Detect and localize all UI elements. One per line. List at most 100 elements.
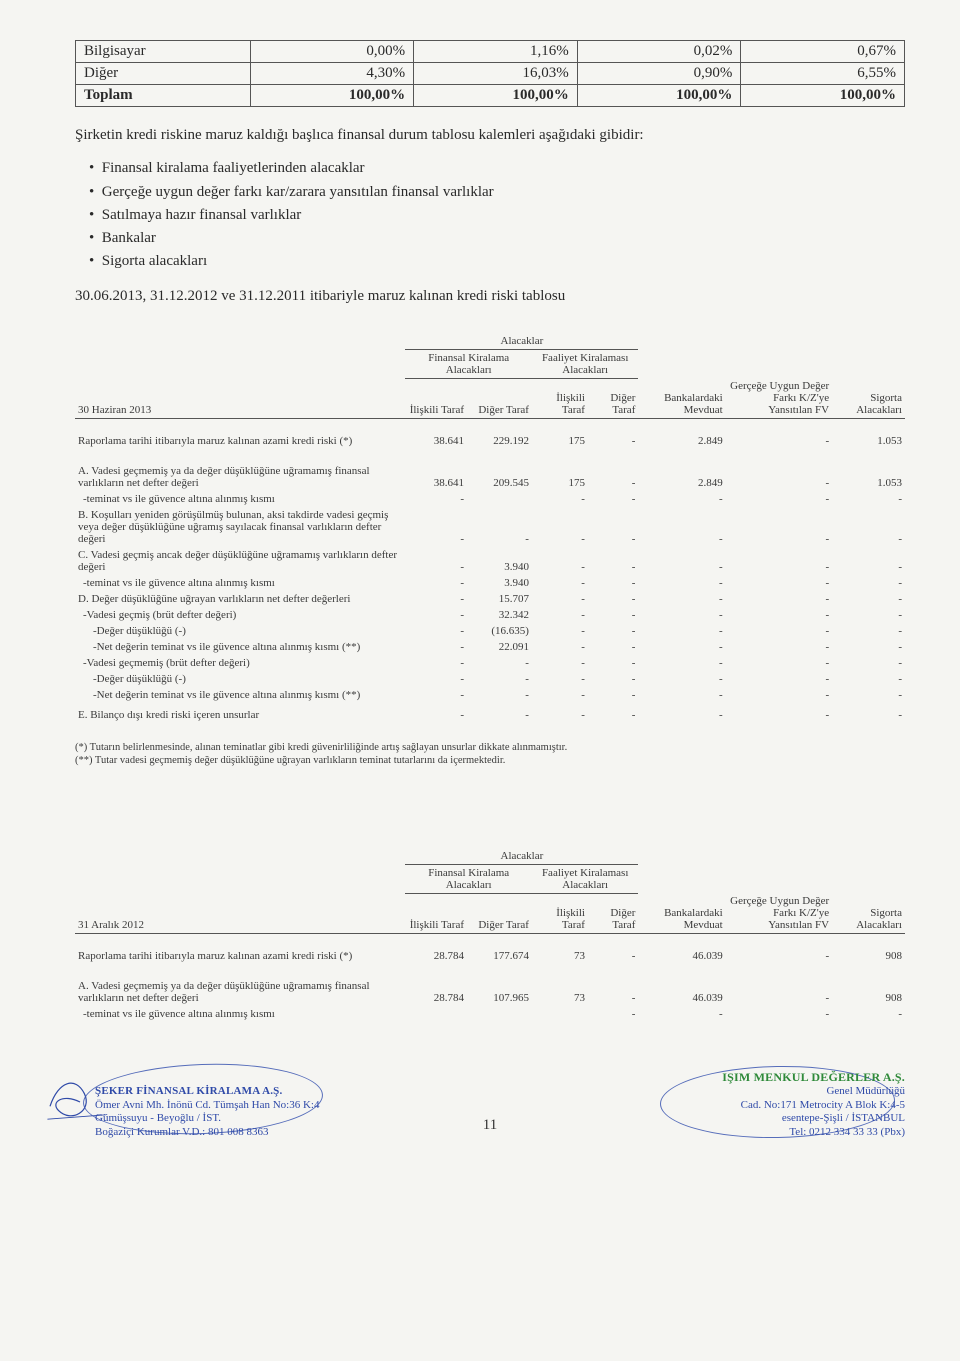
cell: -	[532, 607, 588, 623]
list-item: Satılmaya hazır finansal varlıklar	[89, 204, 905, 227]
cell: 3.940	[467, 575, 532, 591]
cell: -	[467, 671, 532, 687]
stamp-right: IŞIM MENKUL DEĞERLER A.Ş. Genel Müdürlüğ…	[655, 1070, 905, 1140]
row-desc: -Değer düşüklüğü (-)	[75, 623, 405, 639]
table-row: E. Bilanço dışı kredi riski içeren unsur…	[75, 703, 905, 727]
cell: -	[532, 575, 588, 591]
cell: -	[532, 547, 588, 575]
cell: 38.641	[405, 429, 467, 453]
table-row: C. Vadesi geçmiş ancak değer düşüklüğüne…	[75, 547, 905, 575]
table-row: D. Değer düşüklüğüne uğrayan varlıkların…	[75, 591, 905, 607]
hdr-alacaklar: Alacaklar	[405, 333, 638, 350]
hdr-iliskili: İlişkili Taraf	[405, 893, 467, 934]
cell: 3.940	[467, 547, 532, 575]
table1-head: AlacaklarFinansal Kiralama AlacaklarıFaa…	[75, 333, 905, 429]
cell: -	[832, 623, 905, 639]
footnotes: (*) Tutarın belirlenmesinde, alınan temi…	[75, 741, 905, 768]
stamp-left-line2: Ömer Avni Mh. İnönü Cd. Tümşah Han No:36…	[95, 1099, 365, 1113]
cell: 100,00%	[577, 85, 741, 107]
cell: 0,90%	[577, 63, 741, 85]
cell: -	[726, 429, 832, 453]
table-row: A. Vadesi geçmemiş ya da değer düşüklüğü…	[75, 978, 905, 1006]
table-row: -teminat vs ile güvence altına alınmış k…	[75, 491, 905, 507]
cell: -	[588, 687, 638, 703]
table-row: -Net değerin teminat vs ile güvence altı…	[75, 639, 905, 655]
cell: -	[726, 1006, 832, 1022]
stamp-right-line2: Genel Müdürlüğü	[655, 1085, 905, 1099]
table-row: Raporlama tarihi itibarıyla maruz kalına…	[75, 429, 905, 453]
cell: -	[467, 507, 532, 547]
cell: 175	[532, 463, 588, 491]
cell: -	[638, 639, 725, 655]
cell: -	[588, 703, 638, 727]
cell: -	[638, 507, 725, 547]
cell: -	[832, 655, 905, 671]
bullet-list: Finansal kiralama faaliyetlerinden alaca…	[89, 157, 905, 273]
dates-line: 30.06.2013, 31.12.2012 ve 31.12.2011 iti…	[75, 288, 905, 305]
hdr-bank: Bankalardaki Mevduat	[638, 378, 725, 419]
cell: 1.053	[832, 463, 905, 491]
cell: -	[467, 655, 532, 671]
cell: -	[588, 1006, 638, 1022]
hdr-sigorta: Sigorta Alacakları	[832, 378, 905, 419]
cell: -	[638, 607, 725, 623]
cell: -	[405, 491, 467, 507]
cell: -	[405, 547, 467, 575]
cell: -	[532, 703, 588, 727]
table2-head: AlacaklarFinansal Kiralama AlacaklarıFaa…	[75, 848, 905, 944]
cell: -	[588, 463, 638, 491]
cell: -	[532, 491, 588, 507]
cell: -	[726, 623, 832, 639]
table-row: Raporlama tarihi itibarıyla maruz kalına…	[75, 944, 905, 968]
table-row: Bilgisayar0,00%1,16%0,02%0,67%	[76, 41, 905, 63]
cell: -	[638, 1006, 725, 1022]
hdr-period: 31 Aralık 2012	[75, 893, 405, 934]
cell: -	[638, 491, 725, 507]
cell: 38.641	[405, 463, 467, 491]
cell: 2.849	[638, 429, 725, 453]
table-row: Diğer4,30%16,03%0,90%6,55%	[76, 63, 905, 85]
list-item: Finansal kiralama faaliyetlerinden alaca…	[89, 157, 905, 180]
cell: -	[588, 623, 638, 639]
cell: -	[588, 491, 638, 507]
cell: 0,02%	[577, 41, 741, 63]
cell: -	[832, 1006, 905, 1022]
row-desc: -Net değerin teminat vs ile güvence altı…	[75, 687, 405, 703]
hdr-diger2: Diğer Taraf	[588, 893, 638, 934]
cell: -	[726, 591, 832, 607]
cell: -	[832, 547, 905, 575]
cell: -	[832, 703, 905, 727]
row-label: Diğer	[76, 63, 251, 85]
cell: -	[726, 655, 832, 671]
cell: -	[405, 655, 467, 671]
list-item: Bankalar	[89, 227, 905, 250]
hdr-diger: Diğer Taraf	[467, 378, 532, 419]
table-row: -Vadesi geçmiş (brüt defter değeri)-32.3…	[75, 607, 905, 623]
cell: 46.039	[638, 978, 725, 1006]
cell	[532, 1006, 588, 1022]
cell: -	[532, 623, 588, 639]
cell: 73	[532, 944, 588, 968]
cell: -	[588, 547, 638, 575]
cell: 908	[832, 978, 905, 1006]
row-desc: -Vadesi geçmemiş (brüt defter değeri)	[75, 655, 405, 671]
cell: -	[638, 655, 725, 671]
cell: -	[588, 655, 638, 671]
cell	[467, 1006, 532, 1022]
row-desc: Raporlama tarihi itibarıyla maruz kalına…	[75, 429, 405, 453]
cell: 100,00%	[250, 85, 414, 107]
stamp-right-line4: esentepe-Şişli / İSTANBUL	[655, 1112, 905, 1126]
hdr-diger: Diğer Taraf	[467, 893, 532, 934]
cell: -	[532, 687, 588, 703]
cell: 100,00%	[741, 85, 905, 107]
cell: -	[832, 639, 905, 655]
cell: 2.849	[638, 463, 725, 491]
cell: -	[405, 507, 467, 547]
cell: -	[726, 547, 832, 575]
row-desc: B. Koşulları yeniden görüşülmüş bulunan,…	[75, 507, 405, 547]
cell: 209.545	[467, 463, 532, 491]
cell: -	[467, 703, 532, 727]
cell: -	[405, 591, 467, 607]
cell: 229.192	[467, 429, 532, 453]
list-item: Gerçeğe uygun değer farkı kar/zarara yan…	[89, 181, 905, 204]
